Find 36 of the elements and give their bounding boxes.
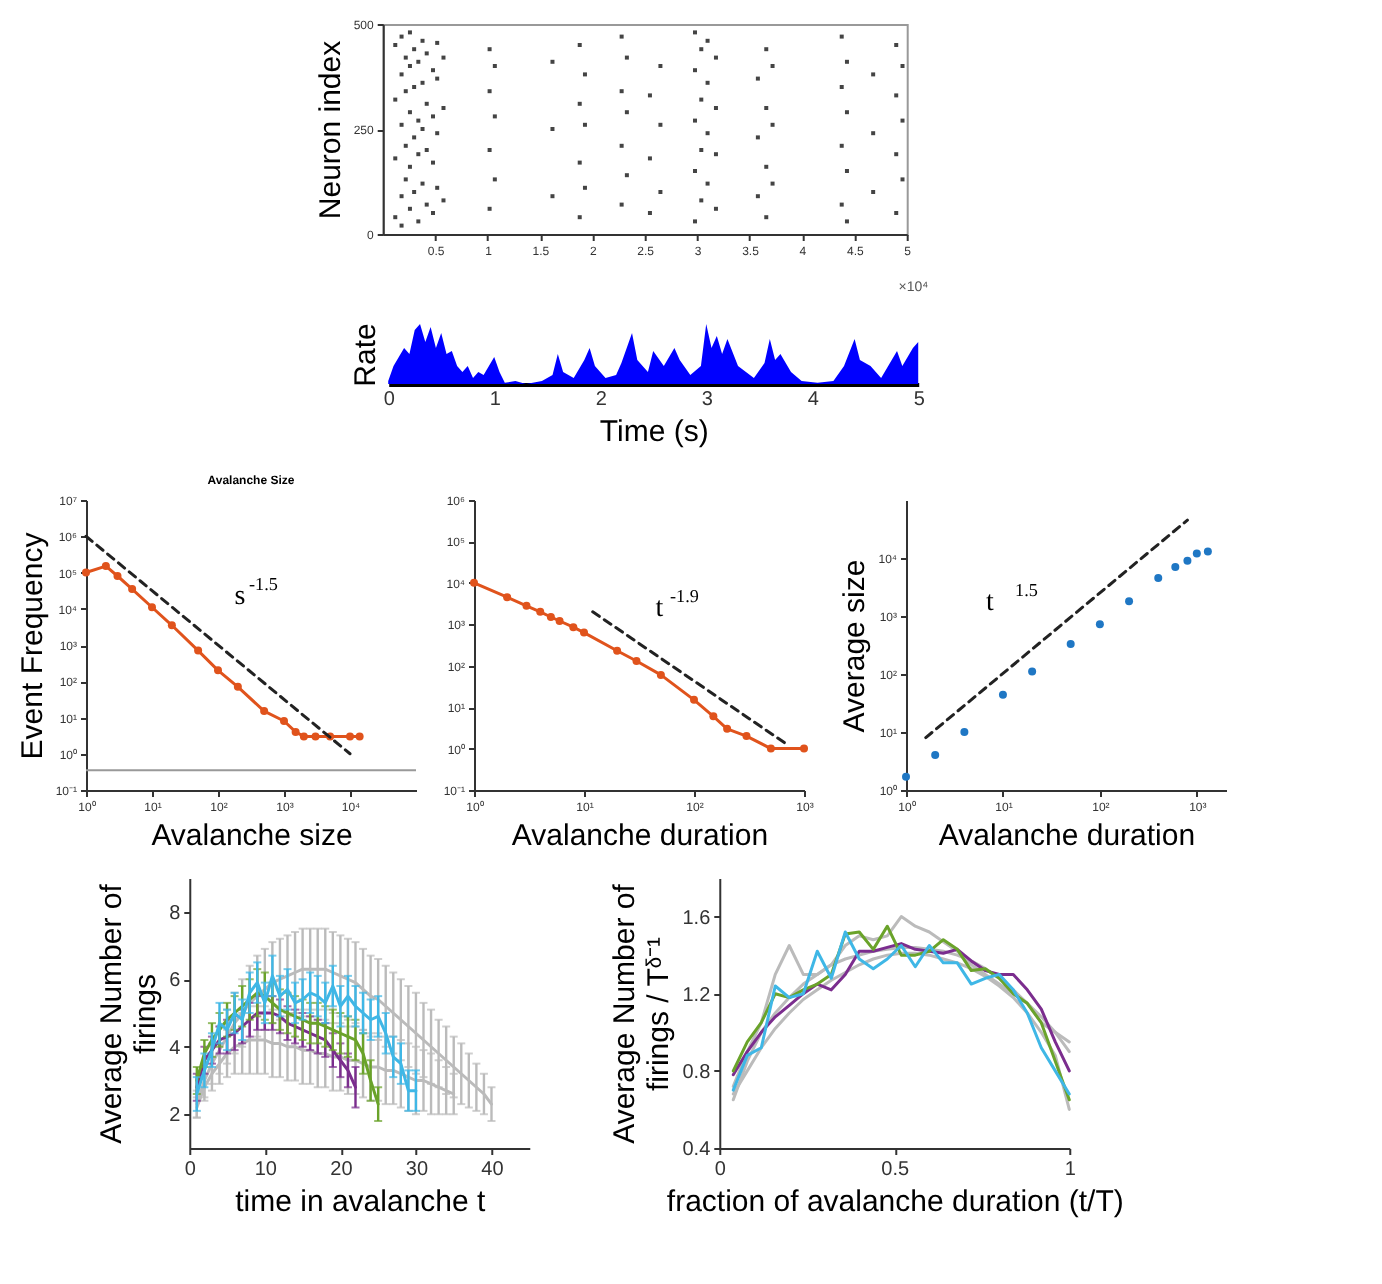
y-axis-title: Neuron index <box>313 39 348 220</box>
y-axis-title: Average Number of firings <box>95 882 164 1144</box>
y-tick-label: 4 <box>169 1037 182 1060</box>
x-axis-title: time in avalanche t <box>235 1185 487 1219</box>
x-tick-label: 1 <box>1064 1159 1077 1181</box>
y-tick-label: 0.8 <box>682 1061 712 1084</box>
y-axis-title: Average Number of firings / Tᵟ⁻¹ <box>608 882 677 1144</box>
annotation: t 1.5 <box>986 580 1039 619</box>
x-tick-label: 0 <box>714 1159 727 1181</box>
x-tick-label: 3 <box>701 389 714 411</box>
x-axis-title: fraction of avalanche duration (t/T) <box>666 1185 1124 1219</box>
x-tick-label: 0 <box>383 389 396 411</box>
x-tick-label: 2 <box>595 389 608 411</box>
y-tick-label: 0.4 <box>682 1139 712 1161</box>
x-axis-title: Avalanche size <box>151 819 353 853</box>
x-tick-label: 4 <box>807 389 820 411</box>
y-tick-label: 6 <box>169 970 182 993</box>
x-tick-label: 1 <box>489 389 502 411</box>
x-axis-title: Avalanche duration <box>938 819 1196 853</box>
x-tick-label: 5 <box>913 389 926 411</box>
x-axis-title: Time (s) <box>599 415 709 449</box>
x-tick-label: 0 <box>184 1159 197 1181</box>
y-tick-label: 1.2 <box>682 984 712 1007</box>
y-axis-title: Event Frequency <box>15 531 50 760</box>
annotation: t-1.9 <box>655 586 700 624</box>
x-tick-label: 40 <box>481 1159 505 1181</box>
y-axis-title: Average size <box>838 559 873 733</box>
y-axis-title: Rate <box>349 323 384 387</box>
y-tick-label: 8 <box>169 902 182 925</box>
x-tick-label: 0.5 <box>881 1159 911 1181</box>
y-tick-label: 2 <box>169 1105 182 1128</box>
x-tick-label: 10 <box>254 1159 278 1181</box>
x-tick-label: 30 <box>405 1159 429 1181</box>
y-tick-label: 1.6 <box>682 907 712 930</box>
x-axis-title: Avalanche duration <box>511 819 769 853</box>
x-tick-label: 20 <box>330 1159 354 1181</box>
